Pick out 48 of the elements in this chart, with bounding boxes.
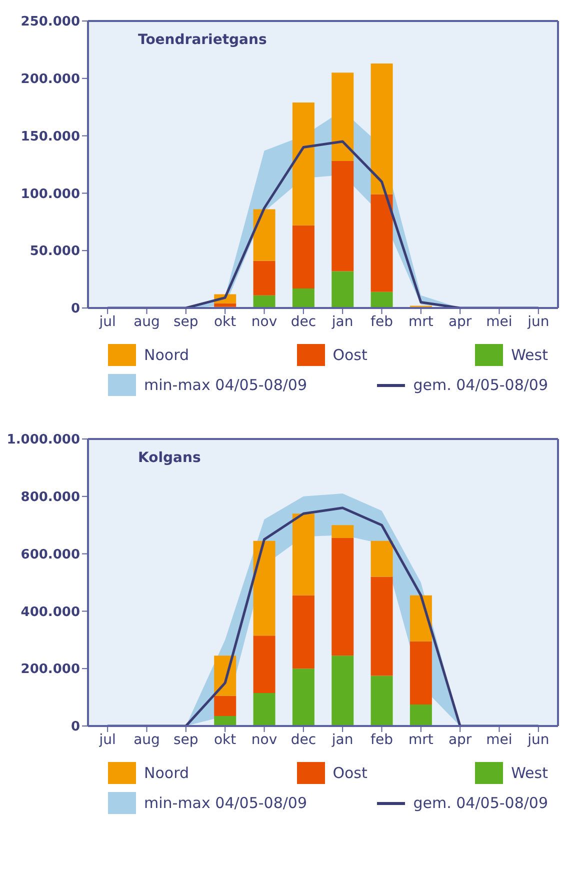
y-tick-label: 800.000	[20, 490, 80, 506]
x-tick-label: mei	[486, 314, 512, 330]
x-tick-label: sep	[174, 732, 198, 748]
x-tick-label: dec	[290, 732, 316, 748]
x-tick-label: aug	[134, 732, 160, 748]
x-tick-label: jun	[526, 314, 550, 330]
x-tick-label: mei	[486, 732, 512, 748]
x-tick-label: jul	[98, 314, 116, 330]
x-tick-label: jun	[526, 732, 550, 748]
x-tick-label: mrt	[408, 732, 434, 748]
x-tick-label: feb	[370, 732, 394, 748]
y-tick-label: 600.000	[20, 547, 80, 562]
y-tick-label: 200.000	[20, 662, 80, 678]
x-tick-label: jan	[330, 314, 354, 330]
x-tick-label: dec	[290, 314, 316, 330]
x-tick-label: jan	[330, 732, 354, 748]
text: Kolgans	[138, 450, 201, 466]
y-tick-label: 100.000	[20, 186, 80, 202]
x-tick-label: sep	[174, 314, 198, 330]
x-tick-label: apr	[448, 314, 472, 330]
y-tick-label: 0	[70, 302, 80, 317]
legend-label: Oost	[332, 764, 368, 782]
x-tick-label: feb	[370, 314, 394, 330]
legend-label: gem. 04/05-08/09	[413, 794, 548, 812]
x-tick-label: apr	[448, 732, 472, 748]
legend-label: Noord	[144, 764, 189, 782]
y-tick-label: 400.000	[20, 604, 80, 620]
x-tick-label: aug	[134, 314, 160, 330]
x-tick-label: jul	[98, 732, 116, 748]
legend-label: West	[511, 764, 548, 782]
x-tick-label: nov	[251, 732, 278, 748]
x-tick-label: nov	[251, 314, 278, 330]
legend-label: Oost	[332, 346, 368, 364]
y-tick-label: 150.000	[20, 129, 80, 144]
x-tick-label: okt	[214, 314, 237, 330]
x-tick-label: mrt	[408, 314, 434, 330]
legend-label: West	[511, 346, 548, 364]
y-tick-label: 200.000	[20, 72, 80, 88]
y-tick-label: 1.000.000	[6, 432, 80, 448]
y-tick-label: 50.000	[30, 244, 80, 260]
y-tick-label: 250.000	[20, 14, 80, 30]
y-tick-label: 0	[70, 720, 80, 735]
x-tick-label: okt	[214, 732, 237, 748]
legend-label: gem. 04/05-08/09	[413, 376, 548, 394]
text: Toendrarietgans	[138, 32, 267, 48]
text: min-max 04/05-08/09	[144, 376, 308, 394]
legend-label: Noord	[144, 346, 189, 364]
text: min-max 04/05-08/09	[144, 794, 308, 812]
